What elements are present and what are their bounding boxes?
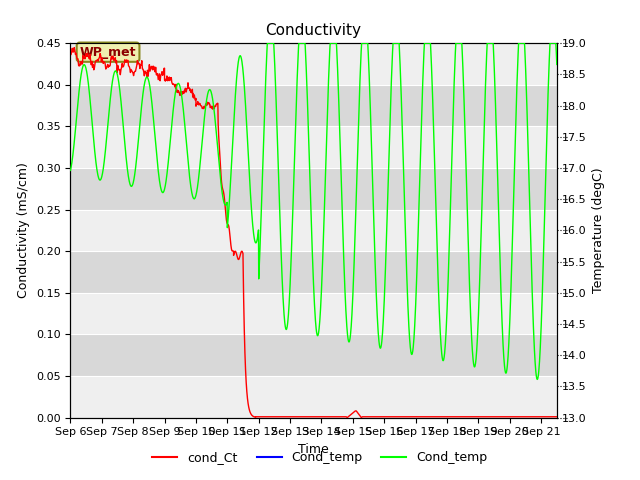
Bar [70,293,557,335]
Title: Conductivity: Conductivity [266,23,362,38]
Text: WP_met: WP_met [80,46,136,59]
X-axis label: Time: Time [298,443,329,456]
Y-axis label: Conductivity (mS/cm): Conductivity (mS/cm) [17,162,30,299]
Legend: cond_Ct, Cond_temp, Cond_temp: cond_Ct, Cond_temp, Cond_temp [147,446,493,469]
Bar [70,43,557,85]
Bar [70,126,557,168]
Bar [70,210,557,251]
Bar [70,376,557,418]
Y-axis label: Temperature (degC): Temperature (degC) [592,168,605,293]
